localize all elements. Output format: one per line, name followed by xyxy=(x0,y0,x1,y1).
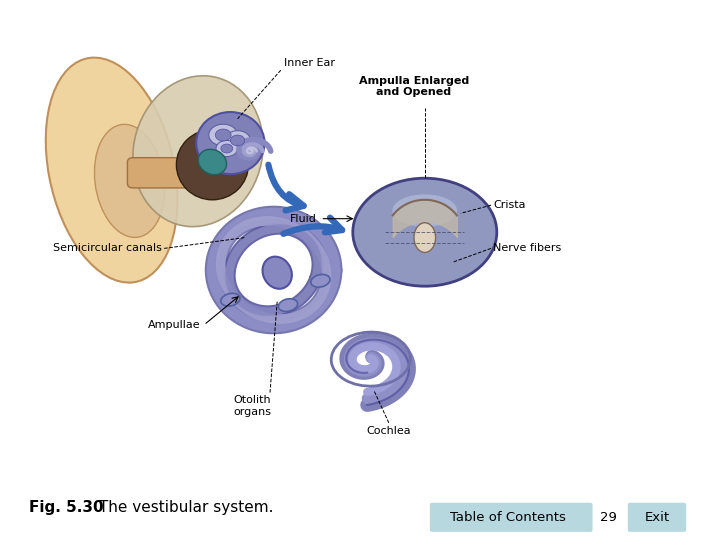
Text: Fluid: Fluid xyxy=(290,214,317,224)
Text: Cochlea: Cochlea xyxy=(366,426,411,436)
Text: Nerve fibers: Nerve fibers xyxy=(493,244,562,253)
FancyBboxPatch shape xyxy=(127,158,200,188)
Ellipse shape xyxy=(196,112,265,174)
Text: Exit: Exit xyxy=(644,511,670,524)
Ellipse shape xyxy=(176,130,248,200)
Ellipse shape xyxy=(94,124,165,238)
Text: Inner Ear: Inner Ear xyxy=(284,57,336,68)
Text: Ampullae: Ampullae xyxy=(148,320,200,330)
Circle shape xyxy=(225,131,251,150)
Ellipse shape xyxy=(279,299,297,312)
Ellipse shape xyxy=(46,58,177,282)
Text: Table of Contents: Table of Contents xyxy=(450,511,566,524)
Ellipse shape xyxy=(311,274,330,287)
Ellipse shape xyxy=(263,256,292,289)
Text: Otolith
organs: Otolith organs xyxy=(233,395,271,417)
Ellipse shape xyxy=(198,150,227,174)
Text: Crista: Crista xyxy=(493,200,526,210)
Text: The vestibular system.: The vestibular system. xyxy=(94,500,273,515)
Text: Ampulla Enlarged
and Opened: Ampulla Enlarged and Opened xyxy=(359,76,469,97)
FancyBboxPatch shape xyxy=(430,503,593,532)
Circle shape xyxy=(230,135,245,146)
Ellipse shape xyxy=(221,293,240,306)
Ellipse shape xyxy=(414,222,436,253)
Circle shape xyxy=(209,124,238,146)
FancyBboxPatch shape xyxy=(628,503,686,532)
Text: 29: 29 xyxy=(600,511,617,524)
Text: Semicircular canals: Semicircular canals xyxy=(53,244,162,253)
Circle shape xyxy=(216,140,238,157)
Ellipse shape xyxy=(133,76,263,227)
Circle shape xyxy=(215,129,231,141)
Circle shape xyxy=(221,144,233,153)
Text: Fig. 5.30: Fig. 5.30 xyxy=(29,500,104,515)
Ellipse shape xyxy=(392,194,457,227)
Circle shape xyxy=(353,178,497,286)
